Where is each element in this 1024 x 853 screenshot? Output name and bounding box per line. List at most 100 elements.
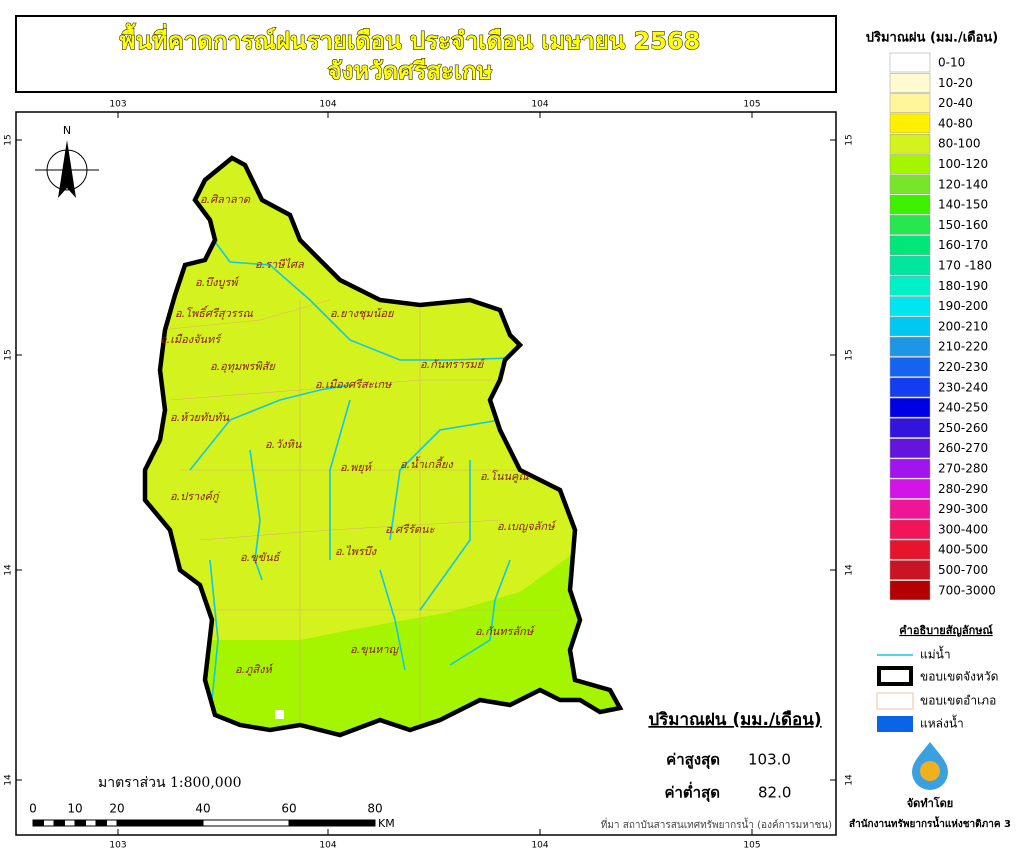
district-label: อ.กันทรลักษ์: [475, 625, 536, 638]
legend-swatch: [889, 154, 931, 174]
scale-seg: [43, 819, 55, 827]
max-value: 103.0: [748, 751, 791, 769]
lat-label-left: 15: [4, 349, 14, 360]
legend-label: 210-220: [938, 340, 988, 354]
logo: [912, 742, 948, 790]
scale-seg: [202, 819, 290, 827]
district-label: อ.ศรีรัตนะ: [385, 523, 436, 536]
scale-tick: 40: [195, 802, 210, 816]
scale-seg: [32, 819, 44, 827]
province-symbol: [877, 666, 913, 686]
north-label: N: [63, 124, 71, 137]
legend-label: 230-240: [938, 380, 988, 394]
water-symbol: [877, 716, 913, 732]
scale-label: มาตราส่วน 1:800,000: [98, 775, 242, 791]
district-label: อ.ไพรบึง: [335, 545, 378, 558]
legend-swatch: [889, 377, 931, 398]
district-label: อ.โพธิ์ศรีสุวรรณ: [175, 305, 254, 320]
district-label: อ.บึงบูรพ์: [195, 276, 241, 289]
legend-label: 280-290: [938, 482, 988, 496]
lat-label-right: 15: [845, 134, 855, 145]
scale-tick: 10: [67, 802, 82, 816]
lat-label-left: 15: [4, 134, 14, 145]
district-label: อ.พยุห์: [340, 461, 374, 474]
legend-swatch: [889, 519, 931, 540]
title: พื้นที่คาดการณ์ฝนรายเดือน ประจำเดือน เมษ…: [120, 22, 701, 55]
district-label: อ.เบญจลักษ์: [497, 520, 558, 533]
district-label: อ.ราษีไศล: [255, 258, 305, 271]
legend-swatch: [889, 560, 931, 580]
legend-label: 160-170: [938, 238, 988, 252]
lon-label-bottom: 104: [319, 841, 336, 851]
min-label: ค่าต่ำสุด: [664, 782, 720, 803]
lat-label-left: 14: [4, 774, 14, 786]
legend-label: 700-3000: [938, 583, 996, 597]
legend-swatch: [889, 580, 931, 601]
legend-label: 290-300: [938, 502, 988, 516]
district-symbol: [876, 692, 914, 710]
scale-tick: 20: [109, 802, 124, 816]
legend-label: 0-10: [938, 56, 965, 70]
district-label: อ.วังหิน: [265, 438, 302, 451]
symbols-title: คำอธิบายสัญลักษณ์: [899, 624, 993, 637]
district-label: อ.ขุนหาญ: [350, 643, 400, 656]
legend-label: 170 -180: [938, 259, 992, 273]
legend-swatch: [889, 438, 931, 458]
legend-label: 180-190: [938, 279, 988, 293]
scale-seg: [116, 819, 204, 827]
scale-seg: [64, 819, 76, 827]
legend-label: 20-40: [938, 96, 973, 110]
district-label: อ.น้ำเกลี้ยง: [400, 456, 454, 471]
lon-label-top: 105: [743, 100, 760, 110]
district-label: อ.โนนคูณ: [480, 470, 529, 483]
legend-label: 270-280: [938, 462, 988, 476]
north-arrow: [35, 140, 99, 198]
lon-label-bottom: 105: [743, 841, 760, 851]
legend-swatch: [889, 276, 931, 296]
rivers: [189, 234, 511, 701]
district-label: อ.อุทุมพรพิสัย: [210, 360, 276, 373]
legend-swatch: [889, 479, 931, 499]
min-value: 82.0: [758, 784, 791, 802]
lon-label-top: 104: [319, 100, 336, 110]
credit-org: สำนักงานทรัพยากรน้ำแห่งชาติภาค 3: [849, 816, 1011, 830]
subtitle: จังหวัดศรีสะเกษ: [328, 57, 493, 85]
stats-title: ปริมาณฝน (มม./เดือน): [648, 709, 821, 730]
district-label: อ.ศิลาลาด: [200, 193, 251, 206]
legend-swatch: [889, 215, 931, 235]
legend-swatch: [889, 113, 931, 134]
district-label: อ.ปรางค์กู่: [170, 490, 221, 503]
legend-swatch: [889, 235, 931, 255]
legend-swatch: [889, 52, 931, 73]
stats-box: [630, 700, 835, 810]
legend-swatch: [889, 418, 931, 438]
legend-swatch: [889, 397, 931, 418]
legend-label: 40-80: [938, 116, 973, 130]
district-label: อ.ขุขันธ์: [240, 551, 282, 564]
district-label: ขอบเขตอำเภอ: [920, 694, 996, 708]
lat-label-left: 14: [4, 564, 14, 576]
legend-label: 190-200: [938, 299, 988, 313]
scale-unit: KM: [378, 817, 395, 830]
district-label: อ.กันทรารมย์: [420, 358, 486, 371]
legend-swatch: [889, 133, 931, 154]
district-label: อ.เมืองศรีสะเกษ: [315, 378, 392, 391]
legend-swatch: [889, 539, 931, 560]
legend-swatch: [889, 499, 931, 519]
legend-swatch: [889, 174, 931, 195]
lat-label-right: 15: [845, 349, 855, 360]
legend-label: 220-230: [938, 360, 988, 374]
source: ที่มา สถาบันสารสนเทศทรัพยากรน้ำ (องค์การ…: [601, 817, 832, 831]
scale-seg: [95, 819, 107, 827]
legend-label: 500-700: [938, 563, 988, 577]
legend-label: 150-160: [938, 218, 988, 232]
district-label: อ.เมืองจันทร์: [160, 333, 223, 346]
legend-label: 250-260: [938, 421, 988, 435]
legend-label: 200-210: [938, 319, 988, 333]
credit-label: จัดทำโดย: [907, 796, 954, 810]
legend-swatch: [889, 194, 931, 215]
scale-seg: [53, 819, 65, 827]
legend-swatch: [889, 296, 931, 316]
water-label: แหล่งน้ำ: [920, 715, 964, 731]
